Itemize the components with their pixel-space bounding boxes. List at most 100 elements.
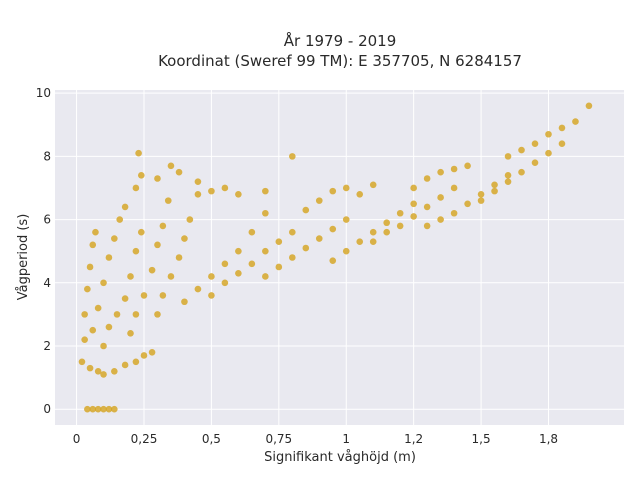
data-point: [275, 238, 283, 245]
data-point: [504, 172, 512, 179]
data-point: [356, 238, 364, 245]
data-point: [572, 118, 579, 125]
data-point: [289, 254, 296, 261]
data-point: [248, 260, 256, 268]
data-point: [181, 298, 188, 306]
chart-title-line-2: Koordinat (Sweref 99 TM): E 357705, N 62…: [158, 52, 522, 70]
data-point: [116, 216, 124, 223]
data-point: [105, 254, 113, 261]
data-point: [477, 190, 485, 198]
x-tick-label: 1,8: [539, 432, 558, 446]
data-point: [410, 200, 417, 208]
data-point: [100, 371, 107, 378]
data-point: [167, 273, 175, 280]
y-tick-label: 6: [43, 213, 51, 227]
data-point: [100, 342, 107, 350]
data-point: [84, 405, 91, 413]
data-point: [159, 292, 167, 299]
data-point: [81, 336, 88, 343]
data-point: [86, 263, 94, 271]
data-point: [302, 244, 310, 252]
data-point: [140, 352, 148, 359]
data-point: [262, 187, 269, 195]
data-point: [127, 273, 134, 280]
data-point: [545, 149, 552, 157]
data-point: [477, 197, 485, 204]
data-point: [105, 323, 113, 331]
data-point: [369, 238, 377, 245]
data-point: [558, 140, 566, 148]
data-point: [135, 149, 142, 157]
data-point: [159, 222, 167, 230]
data-points: [78, 102, 593, 413]
data-point: [342, 247, 350, 255]
data-point: [410, 184, 417, 192]
x-tick-label: 1,2: [404, 432, 423, 446]
data-point: [545, 130, 552, 138]
data-point: [84, 285, 91, 293]
data-point: [585, 102, 593, 110]
data-point: [81, 311, 88, 318]
data-point: [302, 206, 310, 214]
data-point: [383, 219, 390, 227]
y-tick-label: 10: [36, 86, 51, 100]
data-point: [289, 228, 296, 236]
x-tick-label: 1,5: [472, 432, 491, 446]
data-point: [132, 247, 140, 255]
data-point: [121, 361, 129, 369]
data-point: [315, 235, 323, 242]
data-point: [531, 159, 539, 166]
data-point: [137, 228, 145, 236]
data-point: [342, 216, 350, 223]
data-point: [235, 190, 242, 198]
data-point: [221, 184, 229, 192]
grid-lines: [55, 90, 624, 425]
data-point: [423, 203, 431, 211]
y-axis-ticks: 0 2 4 6 8 10: [36, 86, 51, 416]
data-point: [369, 181, 377, 189]
data-point: [194, 285, 202, 293]
data-point: [100, 279, 107, 287]
x-tick-label: 0,75: [265, 432, 292, 446]
data-point: [208, 273, 215, 280]
data-point: [464, 200, 471, 208]
data-point: [154, 175, 161, 182]
data-point: [100, 405, 107, 413]
plot-area: [55, 90, 624, 425]
data-point: [356, 190, 364, 198]
data-point: [450, 165, 458, 173]
y-tick-label: 0: [43, 402, 51, 416]
data-point: [262, 247, 269, 255]
data-point: [175, 254, 183, 261]
data-point: [289, 153, 296, 160]
data-point: [111, 367, 118, 375]
data-point: [235, 247, 242, 255]
x-tick-label: 0,5: [202, 432, 221, 446]
data-point: [437, 216, 444, 223]
data-point: [113, 311, 121, 318]
data-point: [329, 187, 337, 195]
data-point: [504, 153, 512, 160]
data-point: [208, 292, 215, 299]
x-axis-label: Signifikant våghöjd (m): [264, 450, 416, 465]
chart-title-line-1: År 1979 - 2019: [284, 31, 397, 50]
data-point: [518, 146, 525, 154]
data-point: [262, 209, 269, 217]
data-point: [342, 184, 350, 192]
data-point: [450, 184, 458, 192]
data-point: [78, 358, 86, 366]
data-point: [275, 263, 283, 271]
y-axis-label: Vågperiod (s): [16, 214, 31, 301]
data-point: [175, 168, 183, 176]
data-point: [89, 241, 97, 249]
data-point: [423, 175, 431, 182]
data-point: [111, 405, 118, 413]
data-point: [248, 228, 256, 236]
y-tick-label: 4: [43, 276, 51, 290]
data-point: [132, 311, 140, 318]
data-point: [410, 213, 417, 220]
data-point: [137, 172, 145, 179]
data-point: [369, 228, 377, 236]
data-point: [423, 222, 431, 230]
data-point: [464, 162, 471, 170]
